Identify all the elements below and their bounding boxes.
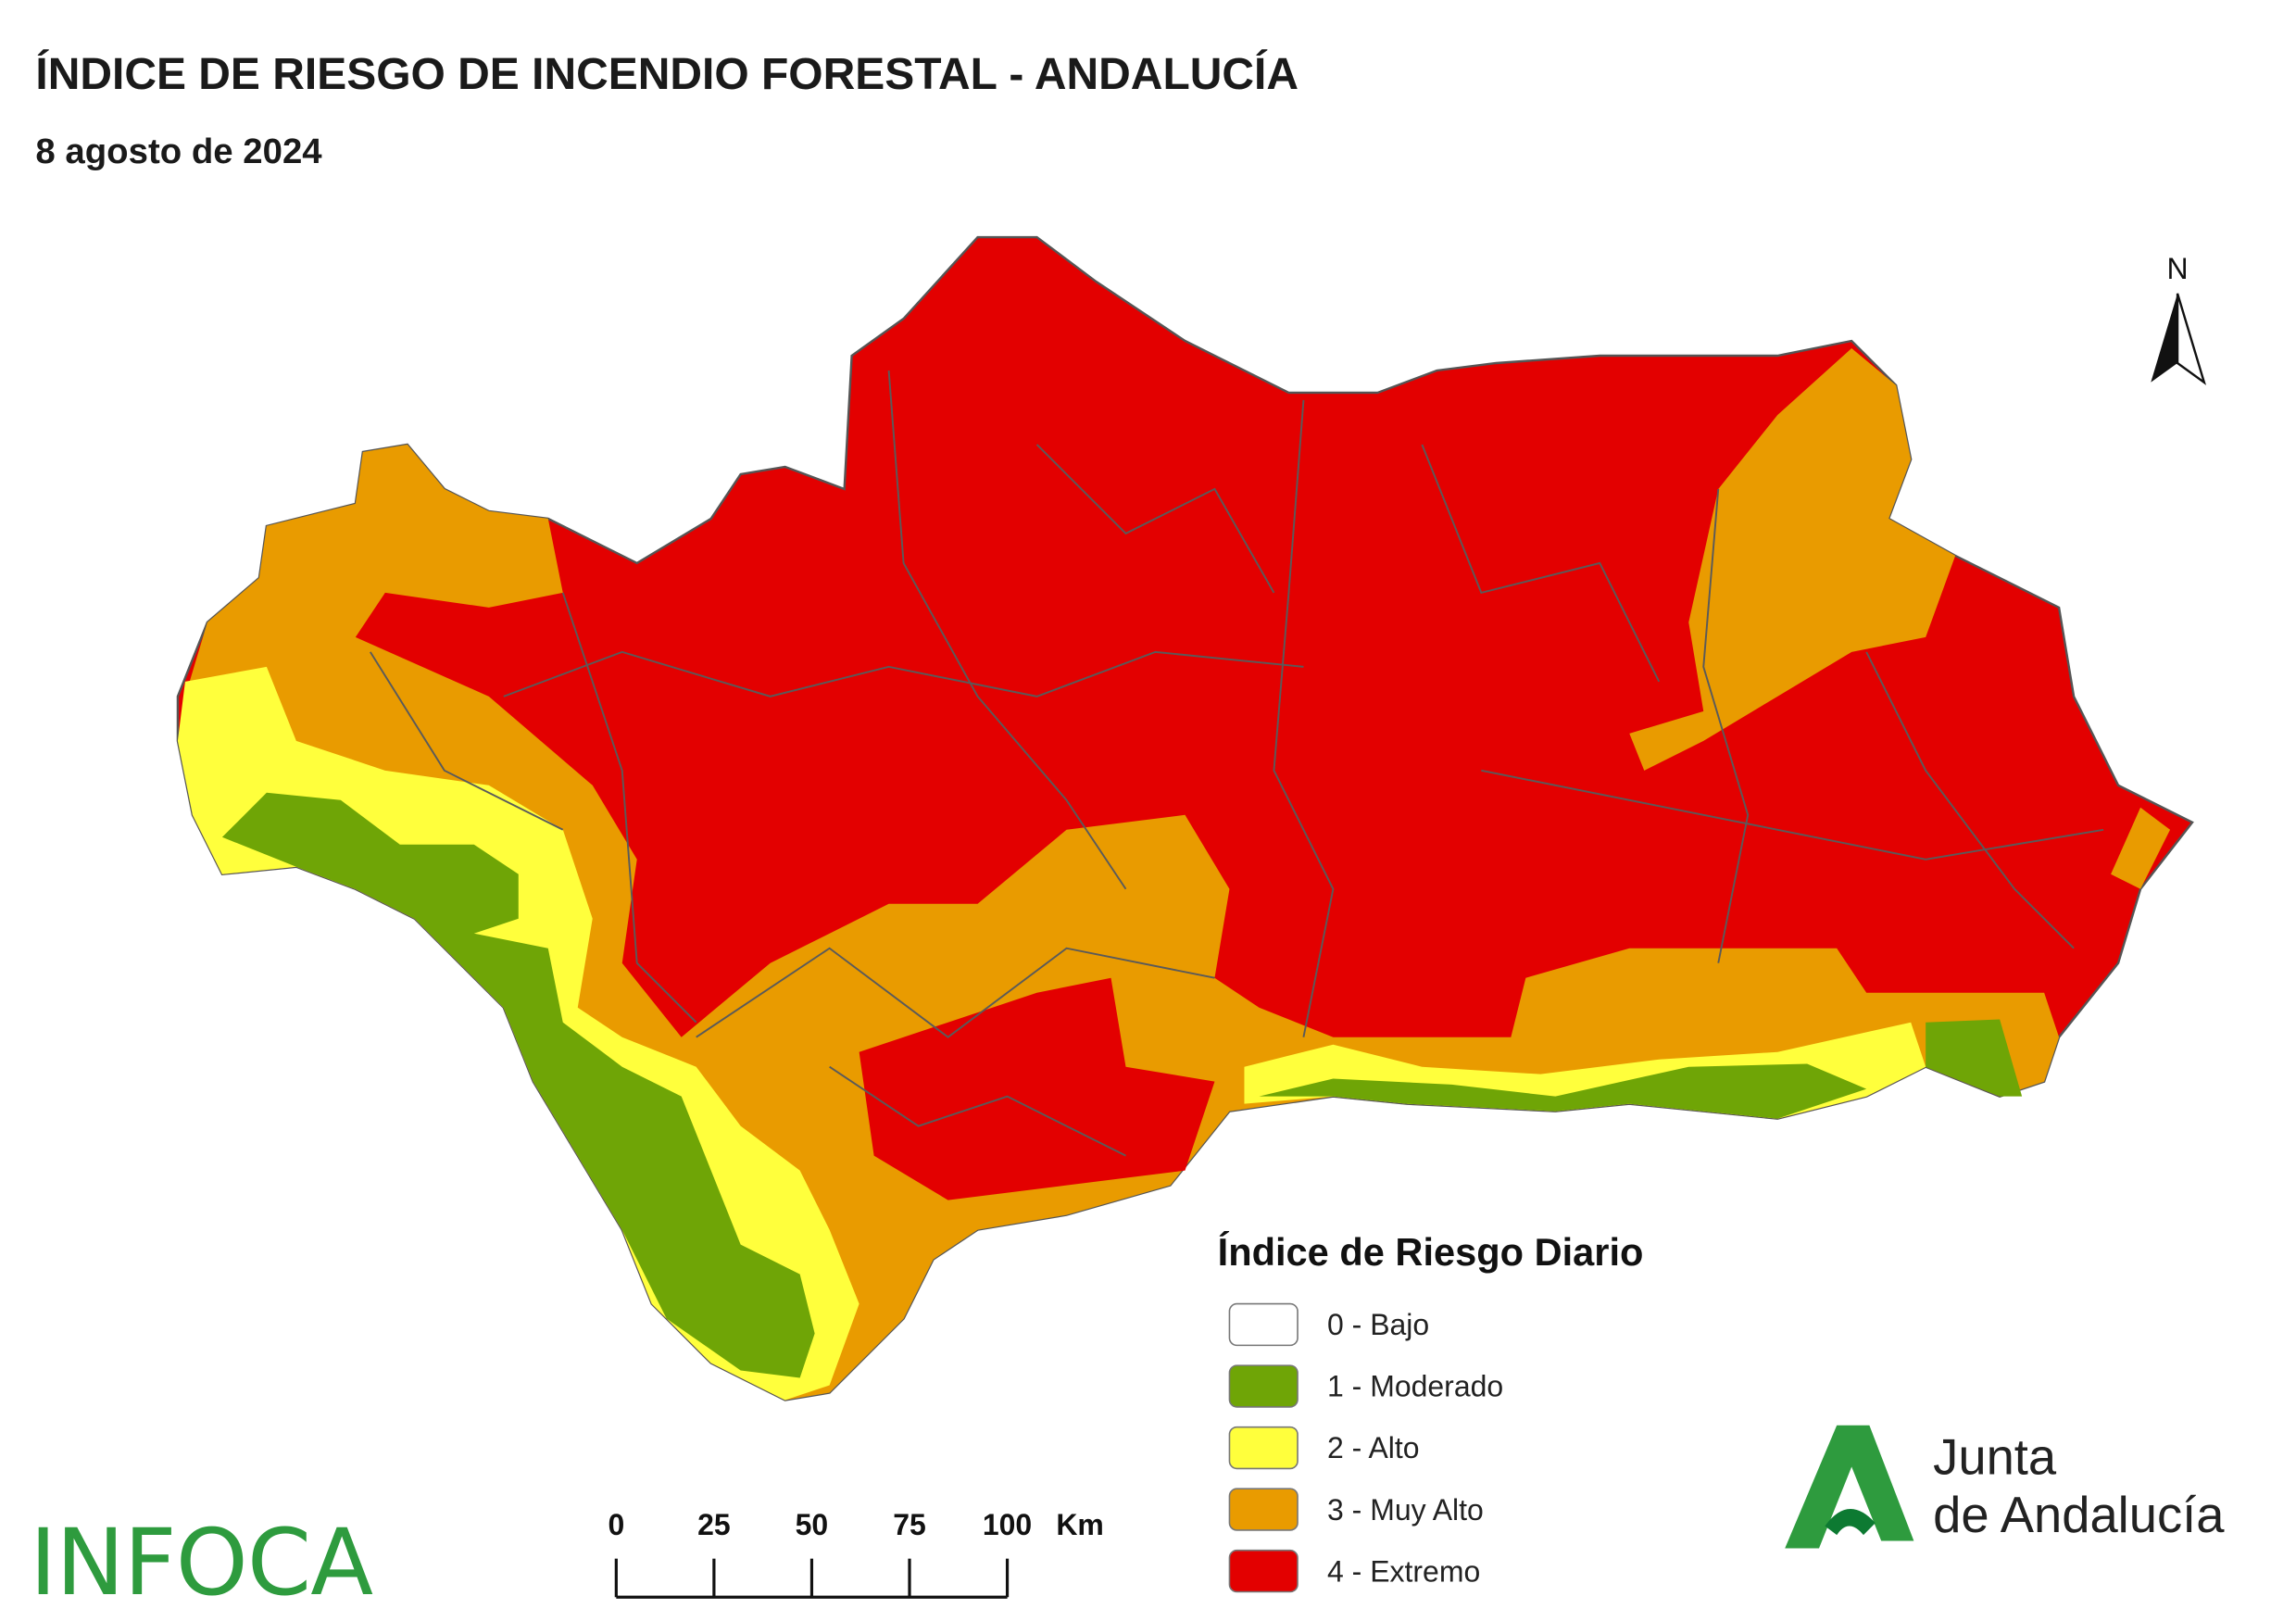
zone-moderado xyxy=(1259,1063,1867,1119)
legend-swatch xyxy=(1228,1488,1299,1531)
zone-muy-alto xyxy=(2111,807,2171,889)
junta-line2: de Andalucía xyxy=(1933,1487,2225,1543)
scale-bar-label: 0 xyxy=(608,1508,624,1541)
scale-bar-unit: Km xyxy=(1056,1508,1104,1541)
map-title: ÍNDICE DE RIESGO DE INCENDIO FORESTAL - … xyxy=(35,49,1299,99)
legend-label: 3 - Muy Alto xyxy=(1327,1493,1484,1527)
scale-bar-label: 25 xyxy=(697,1508,731,1541)
scale-bar-label: 50 xyxy=(796,1508,829,1541)
legend-swatch xyxy=(1228,1426,1299,1470)
junta-line1: Junta xyxy=(1933,1429,2057,1486)
zone-extremo xyxy=(859,977,1215,1200)
junta-logo: Junta de Andalucía xyxy=(1785,1425,2225,1549)
junta-logo-mark xyxy=(1785,1425,1914,1549)
boundaries xyxy=(370,370,2104,1157)
scale-bar: 0 25 50 75 100 Km xyxy=(608,1508,1104,1599)
legend-label: 4 - Extremo xyxy=(1327,1554,1480,1588)
junta-logo-mark-inner xyxy=(1825,1509,1876,1536)
scale-bar-label: 75 xyxy=(893,1508,926,1541)
legend-swatch xyxy=(1228,1549,1299,1593)
legend-label: 2 - Alto xyxy=(1327,1431,1420,1464)
legend-swatch xyxy=(1228,1364,1299,1408)
north-label: N xyxy=(2167,252,2189,285)
scale-bar-label: 100 xyxy=(983,1508,1032,1541)
zone-muy-alto xyxy=(1629,348,1956,771)
map-subtitle: 8 agosto de 2024 xyxy=(35,132,322,171)
legend: Índice de Riesgo Diario 0 - Bajo 1 - Mode… xyxy=(1218,1230,1644,1593)
zone-moderado xyxy=(221,792,815,1378)
zone-moderado xyxy=(1926,1019,2023,1097)
infoca-logo: INFOCA xyxy=(30,1510,373,1616)
legend-label: 1 - Moderado xyxy=(1327,1370,1503,1403)
legend-label: 0 - Bajo xyxy=(1327,1308,1429,1341)
north-arrow-right xyxy=(2176,293,2207,385)
region-map xyxy=(176,235,2194,1401)
legend-swatch xyxy=(1228,1302,1299,1347)
legend-title: Índice de Riesgo Diario xyxy=(1218,1230,1644,1274)
